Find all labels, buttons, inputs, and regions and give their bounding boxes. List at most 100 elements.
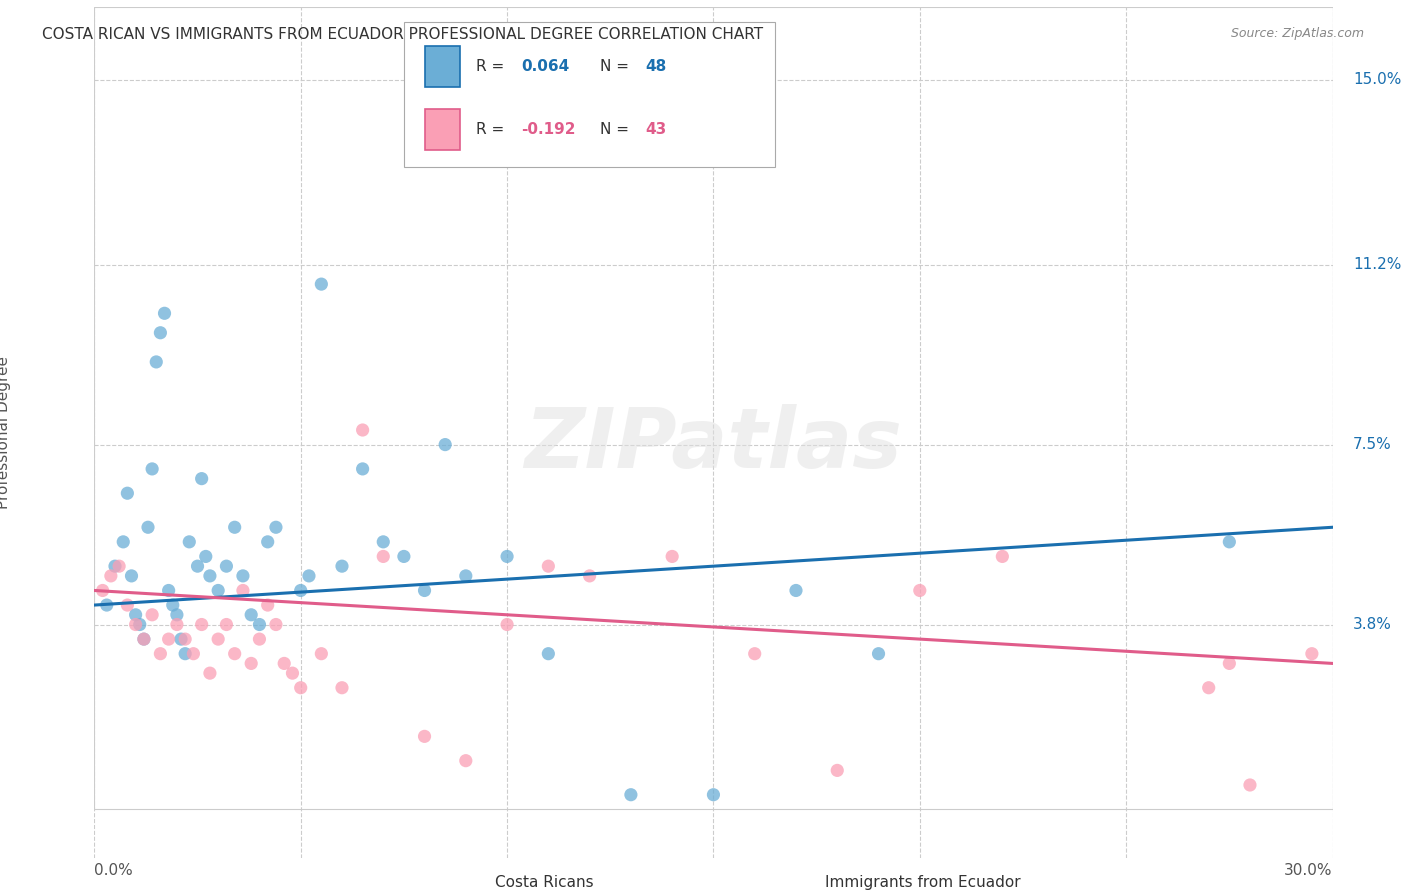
Point (264, 617, 287, 632)
Point (194, 549, 217, 564)
Bar (425, 45, 460, 87)
Point (240, 657, 263, 671)
Point (232, 569, 254, 583)
Point (454, 754, 477, 768)
Point (124, 617, 146, 632)
Point (141, 607, 163, 622)
Point (434, 437, 457, 451)
Point (232, 583, 254, 598)
Point (311, 277, 333, 292)
Point (108, 559, 131, 574)
Text: 0.0%: 0.0% (94, 863, 134, 878)
Text: 30.0%: 30.0% (1284, 863, 1333, 878)
Point (290, 681, 312, 695)
Text: COSTA RICAN VS IMMIGRANTS FROM ECUADOR PROFESSIONAL DEGREE CORRELATION CHART: COSTA RICAN VS IMMIGRANTS FROM ECUADOR P… (42, 27, 763, 42)
Point (785, 583, 807, 598)
Point (1218, 534, 1240, 549)
Point (149, 326, 172, 340)
Text: Source: ZipAtlas.com: Source: ZipAtlas.com (1230, 27, 1364, 40)
Text: 48: 48 (645, 59, 666, 74)
Point (249, 632, 271, 646)
Point (373, 534, 395, 549)
Text: 0.064: 0.064 (522, 59, 569, 74)
Point (136, 520, 159, 534)
Point (215, 617, 238, 632)
Point (215, 559, 238, 574)
Point (281, 666, 304, 681)
Text: N =: N = (600, 59, 634, 74)
Bar (446, 864, 486, 892)
Point (198, 569, 221, 583)
Text: ZIPatlas: ZIPatlas (524, 404, 903, 485)
Point (249, 617, 271, 632)
Point (240, 607, 263, 622)
Point (128, 617, 150, 632)
Text: Professional Degree: Professional Degree (0, 356, 11, 509)
Point (124, 607, 146, 622)
Point (537, 559, 560, 574)
Point (537, 647, 560, 661)
Point (190, 472, 212, 486)
Point (179, 534, 201, 549)
Point (224, 647, 246, 661)
Point (91, 583, 114, 598)
Bar (425, 109, 460, 151)
Point (117, 598, 139, 612)
Point (157, 632, 180, 646)
Bar (775, 864, 817, 892)
Point (825, 764, 848, 778)
Point (744, 647, 766, 661)
Point (132, 632, 155, 646)
Text: -0.192: -0.192 (522, 122, 576, 137)
Point (186, 559, 208, 574)
Point (117, 486, 139, 500)
Point (207, 632, 229, 646)
Point (273, 657, 295, 671)
Point (149, 647, 172, 661)
Point (1218, 657, 1240, 671)
Point (153, 306, 176, 320)
Point (224, 520, 246, 534)
Point (352, 423, 374, 437)
Point (298, 569, 321, 583)
Point (392, 549, 415, 564)
Point (132, 632, 155, 646)
Point (413, 730, 436, 744)
Point (868, 647, 890, 661)
Point (1301, 647, 1323, 661)
Text: R =: R = (477, 59, 509, 74)
Text: 7.5%: 7.5% (1353, 437, 1392, 452)
Point (311, 647, 333, 661)
Point (207, 583, 229, 598)
Point (174, 647, 197, 661)
Point (162, 598, 184, 612)
Text: 3.8%: 3.8% (1353, 617, 1392, 632)
Text: R =: R = (477, 122, 509, 137)
Point (496, 617, 519, 632)
Point (100, 569, 122, 583)
Point (330, 681, 353, 695)
Text: 15.0%: 15.0% (1353, 72, 1402, 87)
Point (145, 355, 167, 369)
Point (496, 549, 519, 564)
Point (166, 617, 188, 632)
Point (96, 598, 118, 612)
Point (157, 583, 180, 598)
Point (141, 462, 163, 476)
Point (112, 534, 135, 549)
Point (578, 569, 600, 583)
Bar (404, 21, 775, 168)
Point (454, 569, 477, 583)
Point (991, 549, 1014, 564)
Point (256, 598, 278, 612)
Point (702, 788, 724, 802)
Point (373, 549, 395, 564)
Point (166, 607, 188, 622)
Point (256, 534, 278, 549)
Text: Immigrants from Ecuador: Immigrants from Ecuador (825, 875, 1021, 889)
Text: Costa Ricans: Costa Ricans (495, 875, 593, 889)
Point (290, 583, 312, 598)
Point (620, 788, 643, 802)
Point (661, 549, 683, 564)
Point (1198, 681, 1220, 695)
